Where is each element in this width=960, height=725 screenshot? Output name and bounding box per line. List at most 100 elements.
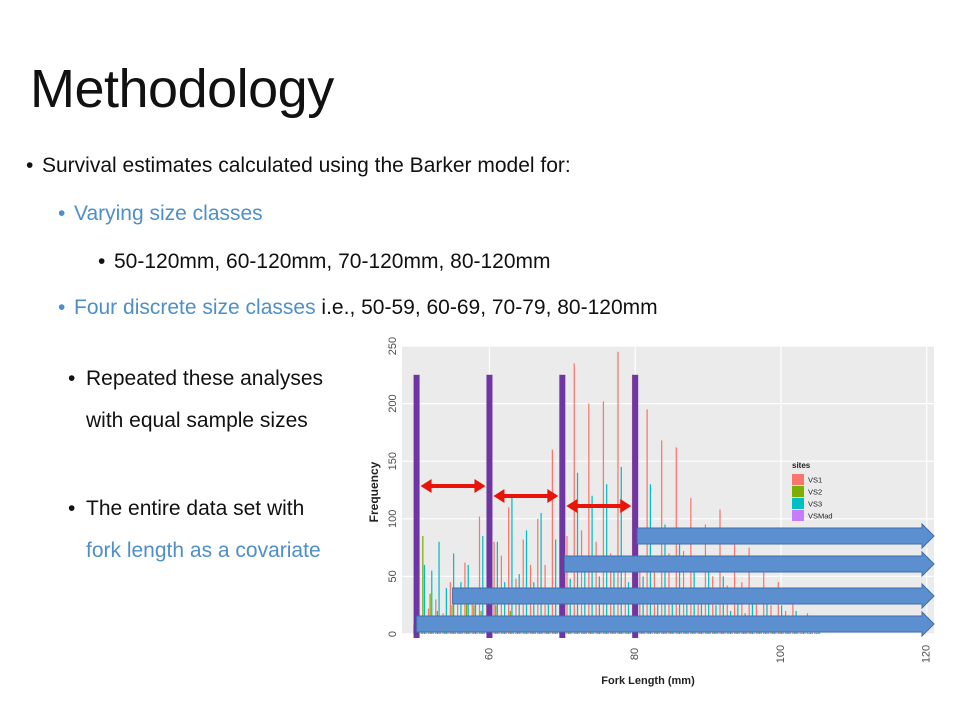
slide-title: Methodology bbox=[30, 59, 334, 119]
legend-title: sites bbox=[792, 461, 811, 470]
x-axis-title: Fork Length (mm) bbox=[601, 675, 695, 687]
bullet-text: i.e., 50-59, 60-69, 70-79, 80-120mm bbox=[315, 296, 658, 319]
bar-vs3 bbox=[482, 536, 484, 634]
bar-vs1 bbox=[704, 524, 707, 634]
bar-vs2 bbox=[815, 632, 817, 634]
bar-vs2 bbox=[772, 631, 774, 634]
bar-vs1 bbox=[726, 585, 728, 634]
size-cutoff-bar bbox=[486, 374, 493, 638]
size-range-arrow bbox=[452, 582, 935, 610]
bar-vs3 bbox=[751, 593, 754, 634]
size-cutoff-bar bbox=[559, 374, 566, 638]
legend-swatch-vs1 bbox=[792, 474, 804, 485]
y-tick-label: 0 bbox=[387, 631, 399, 637]
x-tick-label: 60 bbox=[483, 648, 495, 660]
bar-vs3 bbox=[555, 539, 557, 634]
bar-vs1 bbox=[449, 582, 451, 634]
bar-vs1 bbox=[478, 516, 481, 634]
bullet-text-plain: The entire data set with bbox=[86, 497, 305, 520]
bar-vs2 bbox=[786, 631, 788, 634]
y-tick-label: 100 bbox=[387, 510, 399, 528]
bullet-text-highlight: fork length as a covariate bbox=[86, 539, 321, 562]
bullet-text: Varying size classes bbox=[74, 202, 263, 225]
bar-vs3 bbox=[533, 582, 535, 634]
bar-vs1 bbox=[566, 536, 568, 634]
bar-vs3 bbox=[504, 582, 506, 634]
bar-vs2 bbox=[422, 536, 424, 634]
x-tick-label: 120 bbox=[921, 645, 933, 663]
bar-vs2 bbox=[429, 593, 431, 634]
bullet-dot: • bbox=[98, 250, 106, 273]
bullet-text: 50-120mm, 60-120mm, 70-120mm, 80-120mm bbox=[114, 250, 551, 273]
bar-vs3 bbox=[547, 587, 549, 634]
bar-vs1 bbox=[588, 403, 590, 634]
legend-label: VSMad bbox=[808, 512, 833, 521]
bar-vs1 bbox=[551, 449, 553, 634]
bullet-dot: • bbox=[68, 497, 76, 520]
bar-vs3 bbox=[620, 466, 622, 634]
bar-vs1 bbox=[741, 582, 743, 634]
legend-label: VS2 bbox=[808, 488, 822, 497]
x-tick-label: 100 bbox=[775, 645, 787, 663]
bar-vs1 bbox=[755, 587, 758, 634]
legend-label: VS1 bbox=[808, 476, 822, 485]
y-tick-label: 50 bbox=[387, 570, 399, 582]
bar-vs2 bbox=[801, 632, 803, 634]
y-tick-label: 150 bbox=[387, 452, 399, 470]
bar-vs1 bbox=[471, 587, 473, 634]
bar-vs1 bbox=[508, 507, 510, 634]
bullet-varying-size-classes: • Varying size classes bbox=[58, 200, 263, 227]
y-tick-label: 250 bbox=[387, 337, 399, 355]
legend-swatch-vsmad bbox=[792, 510, 804, 521]
bar-vs3 bbox=[642, 576, 644, 634]
bullet-repeated-analyses: • Repeated these analyses with equal sam… bbox=[68, 358, 338, 442]
bullet-text: The entire data set with fork length as … bbox=[68, 488, 338, 572]
size-cutoff-bar bbox=[413, 374, 420, 638]
range-double-arrow bbox=[493, 489, 559, 503]
bar-vs1 bbox=[712, 576, 714, 634]
bullet-dot: • bbox=[58, 296, 66, 319]
bar-vs1 bbox=[602, 401, 605, 634]
size-cutoff-bar bbox=[632, 374, 639, 638]
bar-vs2 bbox=[808, 632, 810, 634]
bar-vs3 bbox=[576, 472, 579, 634]
bar-vs1 bbox=[522, 539, 524, 634]
bar-vs1 bbox=[515, 578, 517, 634]
bar-vs1 bbox=[580, 530, 583, 634]
bar-vs3 bbox=[431, 570, 433, 634]
range-double-arrow bbox=[566, 499, 632, 513]
size-range-arrow bbox=[636, 522, 935, 550]
bar-vs2 bbox=[793, 631, 796, 634]
bar-vs3 bbox=[460, 582, 462, 634]
bar-vs3 bbox=[686, 593, 688, 634]
bar-vs3 bbox=[445, 587, 447, 634]
bullet-four-discrete-classes: • Four discrete size classes i.e., 50-59,… bbox=[58, 294, 658, 321]
bullet-dot: • bbox=[68, 367, 76, 390]
size-range-arrow bbox=[416, 610, 935, 638]
legend-label: VS3 bbox=[808, 500, 822, 509]
bullet-text-highlight: Four discrete size classes bbox=[74, 296, 316, 319]
bullet-text: Repeated these analyses with equal sampl… bbox=[86, 367, 323, 432]
bar-vs3 bbox=[598, 576, 601, 634]
bullet-entire-data-set: • The entire data set with fork length a… bbox=[68, 488, 338, 572]
bullet-survival-estimates: • Survival estimates calculated using the… bbox=[26, 152, 571, 179]
x-tick-label: 80 bbox=[629, 648, 641, 660]
legend-swatch-vs2 bbox=[792, 486, 804, 497]
bar-vs3 bbox=[569, 578, 571, 634]
legend-swatch-vs3 bbox=[792, 498, 804, 509]
bar-vs2 bbox=[779, 631, 781, 634]
bullet-dot: • bbox=[26, 154, 34, 177]
bar-vs1 bbox=[697, 587, 699, 634]
bar-vs1 bbox=[646, 409, 648, 634]
bar-vs3 bbox=[540, 513, 542, 634]
y-tick-label: 200 bbox=[387, 394, 399, 412]
bar-vs3 bbox=[423, 564, 426, 634]
bar-vs1 bbox=[573, 363, 575, 634]
bar-vs3 bbox=[671, 590, 673, 634]
bullet-dot: • bbox=[58, 202, 66, 225]
bar-vs1 bbox=[777, 582, 779, 634]
bar-vs3 bbox=[657, 587, 659, 634]
bar-vs3 bbox=[664, 524, 666, 634]
